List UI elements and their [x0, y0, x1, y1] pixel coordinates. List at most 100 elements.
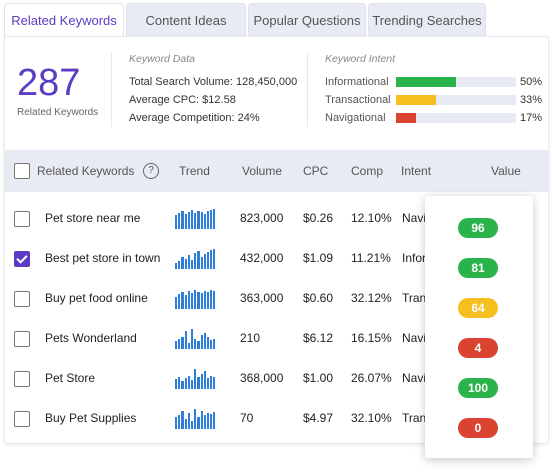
- trend-bar: [187, 212, 190, 229]
- trend-bar: [175, 297, 178, 309]
- intent-name: Navigational: [325, 112, 386, 124]
- trend-sparkline: [175, 209, 227, 229]
- table-header: Related Keywords ? Trend Volume CPC Comp…: [5, 150, 548, 192]
- intent-name: Informational: [325, 76, 389, 88]
- header-related-keywords[interactable]: Related Keywords: [37, 164, 135, 178]
- keyword-cell[interactable]: Buy Pet Supplies: [45, 411, 137, 425]
- trend-bar: [210, 250, 213, 269]
- trend-bar: [203, 415, 206, 429]
- row-checkbox[interactable]: [14, 211, 30, 227]
- keyword-cell[interactable]: Best pet store in town: [45, 251, 161, 265]
- comp-cell: 26.07%: [351, 371, 392, 385]
- table-row[interactable]: Buy pet food online 363,000 $0.60 32.12% Tra…: [5, 279, 548, 319]
- intent-cell: Infor: [402, 251, 427, 265]
- trend-bar: [187, 376, 190, 389]
- keyword-cell[interactable]: Pet Store: [45, 371, 96, 385]
- intent-cell: Navi: [402, 211, 427, 225]
- intent-percent: 50%: [520, 76, 543, 88]
- keyword-cell[interactable]: Buy pet food online: [45, 291, 148, 305]
- header-intent[interactable]: Intent: [401, 164, 432, 178]
- trend-bar: [200, 335, 203, 349]
- header-volume[interactable]: Volume: [242, 164, 283, 178]
- keyword-cell[interactable]: Pets Wonderland: [45, 331, 137, 345]
- keyword-cell[interactable]: Pet store near me: [45, 211, 141, 225]
- trend-bar: [194, 213, 197, 229]
- trend-bar: [175, 215, 178, 229]
- trend-bar: [213, 291, 216, 309]
- header-trend[interactable]: Trend: [179, 164, 210, 178]
- trend-bar: [213, 339, 216, 349]
- average-competition: Average Competition: 24%: [129, 112, 260, 124]
- header-cpc[interactable]: CPC: [303, 164, 329, 178]
- value-badge: 64: [458, 298, 498, 318]
- volume-cell: 823,000: [240, 211, 284, 225]
- related-keywords-count-label: Related Keywords: [17, 107, 99, 118]
- trend-bar: [213, 412, 216, 429]
- row-checkbox[interactable]: [14, 291, 30, 307]
- comp-cell: 11.21%: [351, 251, 391, 265]
- trend-bar: [184, 331, 187, 349]
- table-row[interactable]: Best pet store in town 432,000 $1.09 11.21%…: [5, 239, 548, 279]
- help-icon[interactable]: ?: [143, 163, 159, 179]
- average-competition-label: Average Competition:: [129, 112, 235, 124]
- row-checkbox[interactable]: [14, 411, 30, 427]
- average-cpc: Average CPC: $12.58: [129, 94, 236, 106]
- header-comp[interactable]: Comp: [351, 164, 384, 178]
- intent-row-navigational: Navigational 17%: [325, 112, 542, 124]
- trend-bar: [194, 290, 197, 309]
- value-badge: 4: [458, 338, 498, 358]
- table-row[interactable]: Pet store near me 823,000 $0.26 12.10% Navi: [5, 199, 548, 239]
- trend-bar: [203, 254, 206, 269]
- intent-bar: [396, 95, 516, 105]
- trend-bar: [175, 417, 178, 429]
- table-row[interactable]: Pet Store 368,000 $1.00 26.07% Navi: [5, 359, 548, 399]
- cpc-cell: $1.09: [303, 251, 334, 265]
- header-value[interactable]: Value: [491, 164, 521, 178]
- intent-bar: [396, 77, 516, 87]
- trend-bar: [206, 211, 210, 229]
- trend-bar: [181, 381, 184, 389]
- table-row[interactable]: Pets Wonderland 210 $6.12 16.15% Navi: [5, 319, 548, 359]
- cpc-cell: $4.97: [303, 411, 334, 425]
- trend-bar: [206, 292, 210, 309]
- trend-bar: [200, 212, 203, 229]
- trend-bar: [184, 214, 187, 229]
- average-competition-value: 24%: [237, 112, 260, 124]
- trend-bar: [203, 214, 206, 229]
- trend-sparkline: [175, 289, 227, 309]
- trend-bar: [197, 211, 200, 229]
- divider: [307, 53, 308, 127]
- total-search-volume-label: Total Search Volume:: [129, 76, 233, 88]
- row-checkbox[interactable]: [14, 251, 30, 267]
- row-checkbox[interactable]: [14, 371, 30, 387]
- intent-percent: 17%: [520, 112, 543, 124]
- trend-bar: [200, 411, 203, 429]
- trend-bar: [194, 339, 197, 349]
- trend-bar: [206, 413, 210, 429]
- cpc-cell: $1.00: [303, 371, 334, 385]
- trend-bar: [175, 263, 178, 269]
- tab-trending-searches[interactable]: Trending Searches: [368, 3, 486, 39]
- related-keywords-count: 287: [17, 62, 81, 104]
- tab-popular-questions[interactable]: Popular Questions: [248, 3, 366, 39]
- table-row[interactable]: Buy Pet Supplies 70 $4.97 32.10% Tran: [5, 399, 548, 439]
- tab-related-keywords[interactable]: Related Keywords: [4, 3, 124, 39]
- trend-bar: [178, 377, 181, 389]
- trend-sparkline: [175, 249, 227, 269]
- trend-sparkline: [175, 409, 227, 429]
- trend-bar: [190, 329, 194, 349]
- cpc-cell: $6.12: [303, 331, 334, 345]
- keyword-data-title: Keyword Data: [129, 53, 195, 65]
- trend-bar: [181, 337, 184, 349]
- trend-bar: [178, 294, 181, 309]
- intent-cell: Navi: [402, 331, 427, 345]
- trend-bar: [184, 419, 187, 429]
- trend-bar: [190, 421, 194, 429]
- value-badge: 0: [458, 418, 498, 438]
- trend-sparkline: [175, 329, 227, 349]
- cpc-cell: $0.26: [303, 211, 334, 225]
- select-all-checkbox[interactable]: [14, 163, 30, 179]
- divider: [111, 53, 112, 127]
- tab-content-ideas[interactable]: Content Ideas: [126, 3, 246, 39]
- row-checkbox[interactable]: [14, 331, 30, 347]
